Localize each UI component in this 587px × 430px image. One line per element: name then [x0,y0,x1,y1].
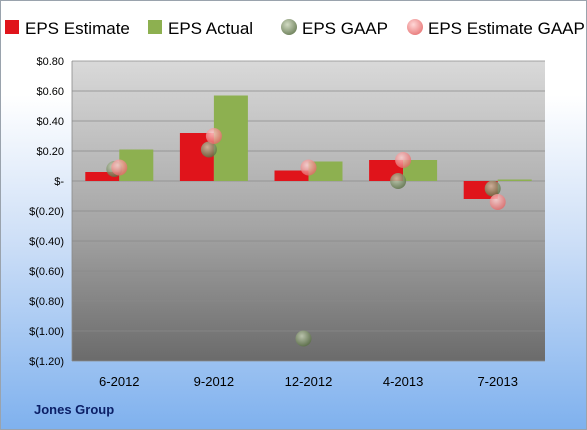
x-tick-label: 9-2012 [194,374,234,389]
x-tick-label: 4-2013 [383,374,423,389]
x-axis-ticks: 6-2012 9-2012 12-2012 4-2013 7-2013 [99,374,518,389]
legend-item: EPS Estimate [5,19,130,38]
y-tick-label: $(0.20) [29,206,64,218]
bar-eps-actual [308,161,343,181]
y-tick-label: $(0.80) [29,296,64,308]
y-tick-label: $(1.00) [29,326,64,338]
point-eps-estimate-gaap [111,159,128,176]
y-tick-label: $(0.60) [29,266,64,278]
legend-swatch [407,19,423,35]
y-tick-label: $(1.20) [29,356,64,368]
bar-eps-actual [497,179,532,181]
point-eps-gaap [295,330,312,347]
legend-label: EPS Estimate GAAP [428,19,585,38]
point-eps-estimate-gaap [205,128,222,144]
bar-eps-estimate [274,170,309,181]
y-tick-label: $0.80 [36,56,64,68]
legend-label: EPS Actual [168,19,253,38]
x-tick-label: 6-2012 [99,374,139,389]
gridlines [71,60,545,362]
chart-legend: EPS Estimate EPS Actual EPS GAAP EPS Estima… [5,19,585,38]
legend-item: EPS Estimate GAAP [407,19,585,38]
bar-eps-estimate [85,172,120,181]
point-eps-gaap [390,173,407,189]
legend-swatch [148,20,162,34]
point-eps-estimate-gaap [300,159,317,176]
legend-swatch [281,19,297,35]
y-axis-ticks: $0.80 $0.60 $0.40 $0.20 $- $(0.20) $(0.40) $(0.… [29,56,64,368]
company-name: Jones Group [34,402,115,417]
legend-label: EPS Estimate [25,19,130,38]
legend-item: EPS GAAP [281,19,388,38]
y-tick-label: $0.60 [36,86,64,98]
legend-swatch [5,20,19,34]
point-eps-estimate-gaap [395,152,412,168]
bar-eps-actual [403,160,438,181]
scatter-series [106,128,506,347]
x-tick-label: 12-2012 [285,374,333,389]
x-tick-label: 7-2013 [477,374,517,389]
y-tick-label: $- [54,176,64,188]
y-tick-label: $0.20 [36,146,64,158]
point-eps-gaap [484,180,501,197]
y-tick-label: $(0.40) [29,236,64,248]
legend-item: EPS Actual [148,19,253,38]
y-tick-label: $0.40 [36,116,64,128]
point-eps-gaap [200,141,217,158]
legend-label: EPS GAAP [302,19,388,38]
point-eps-estimate-gaap [489,194,506,210]
